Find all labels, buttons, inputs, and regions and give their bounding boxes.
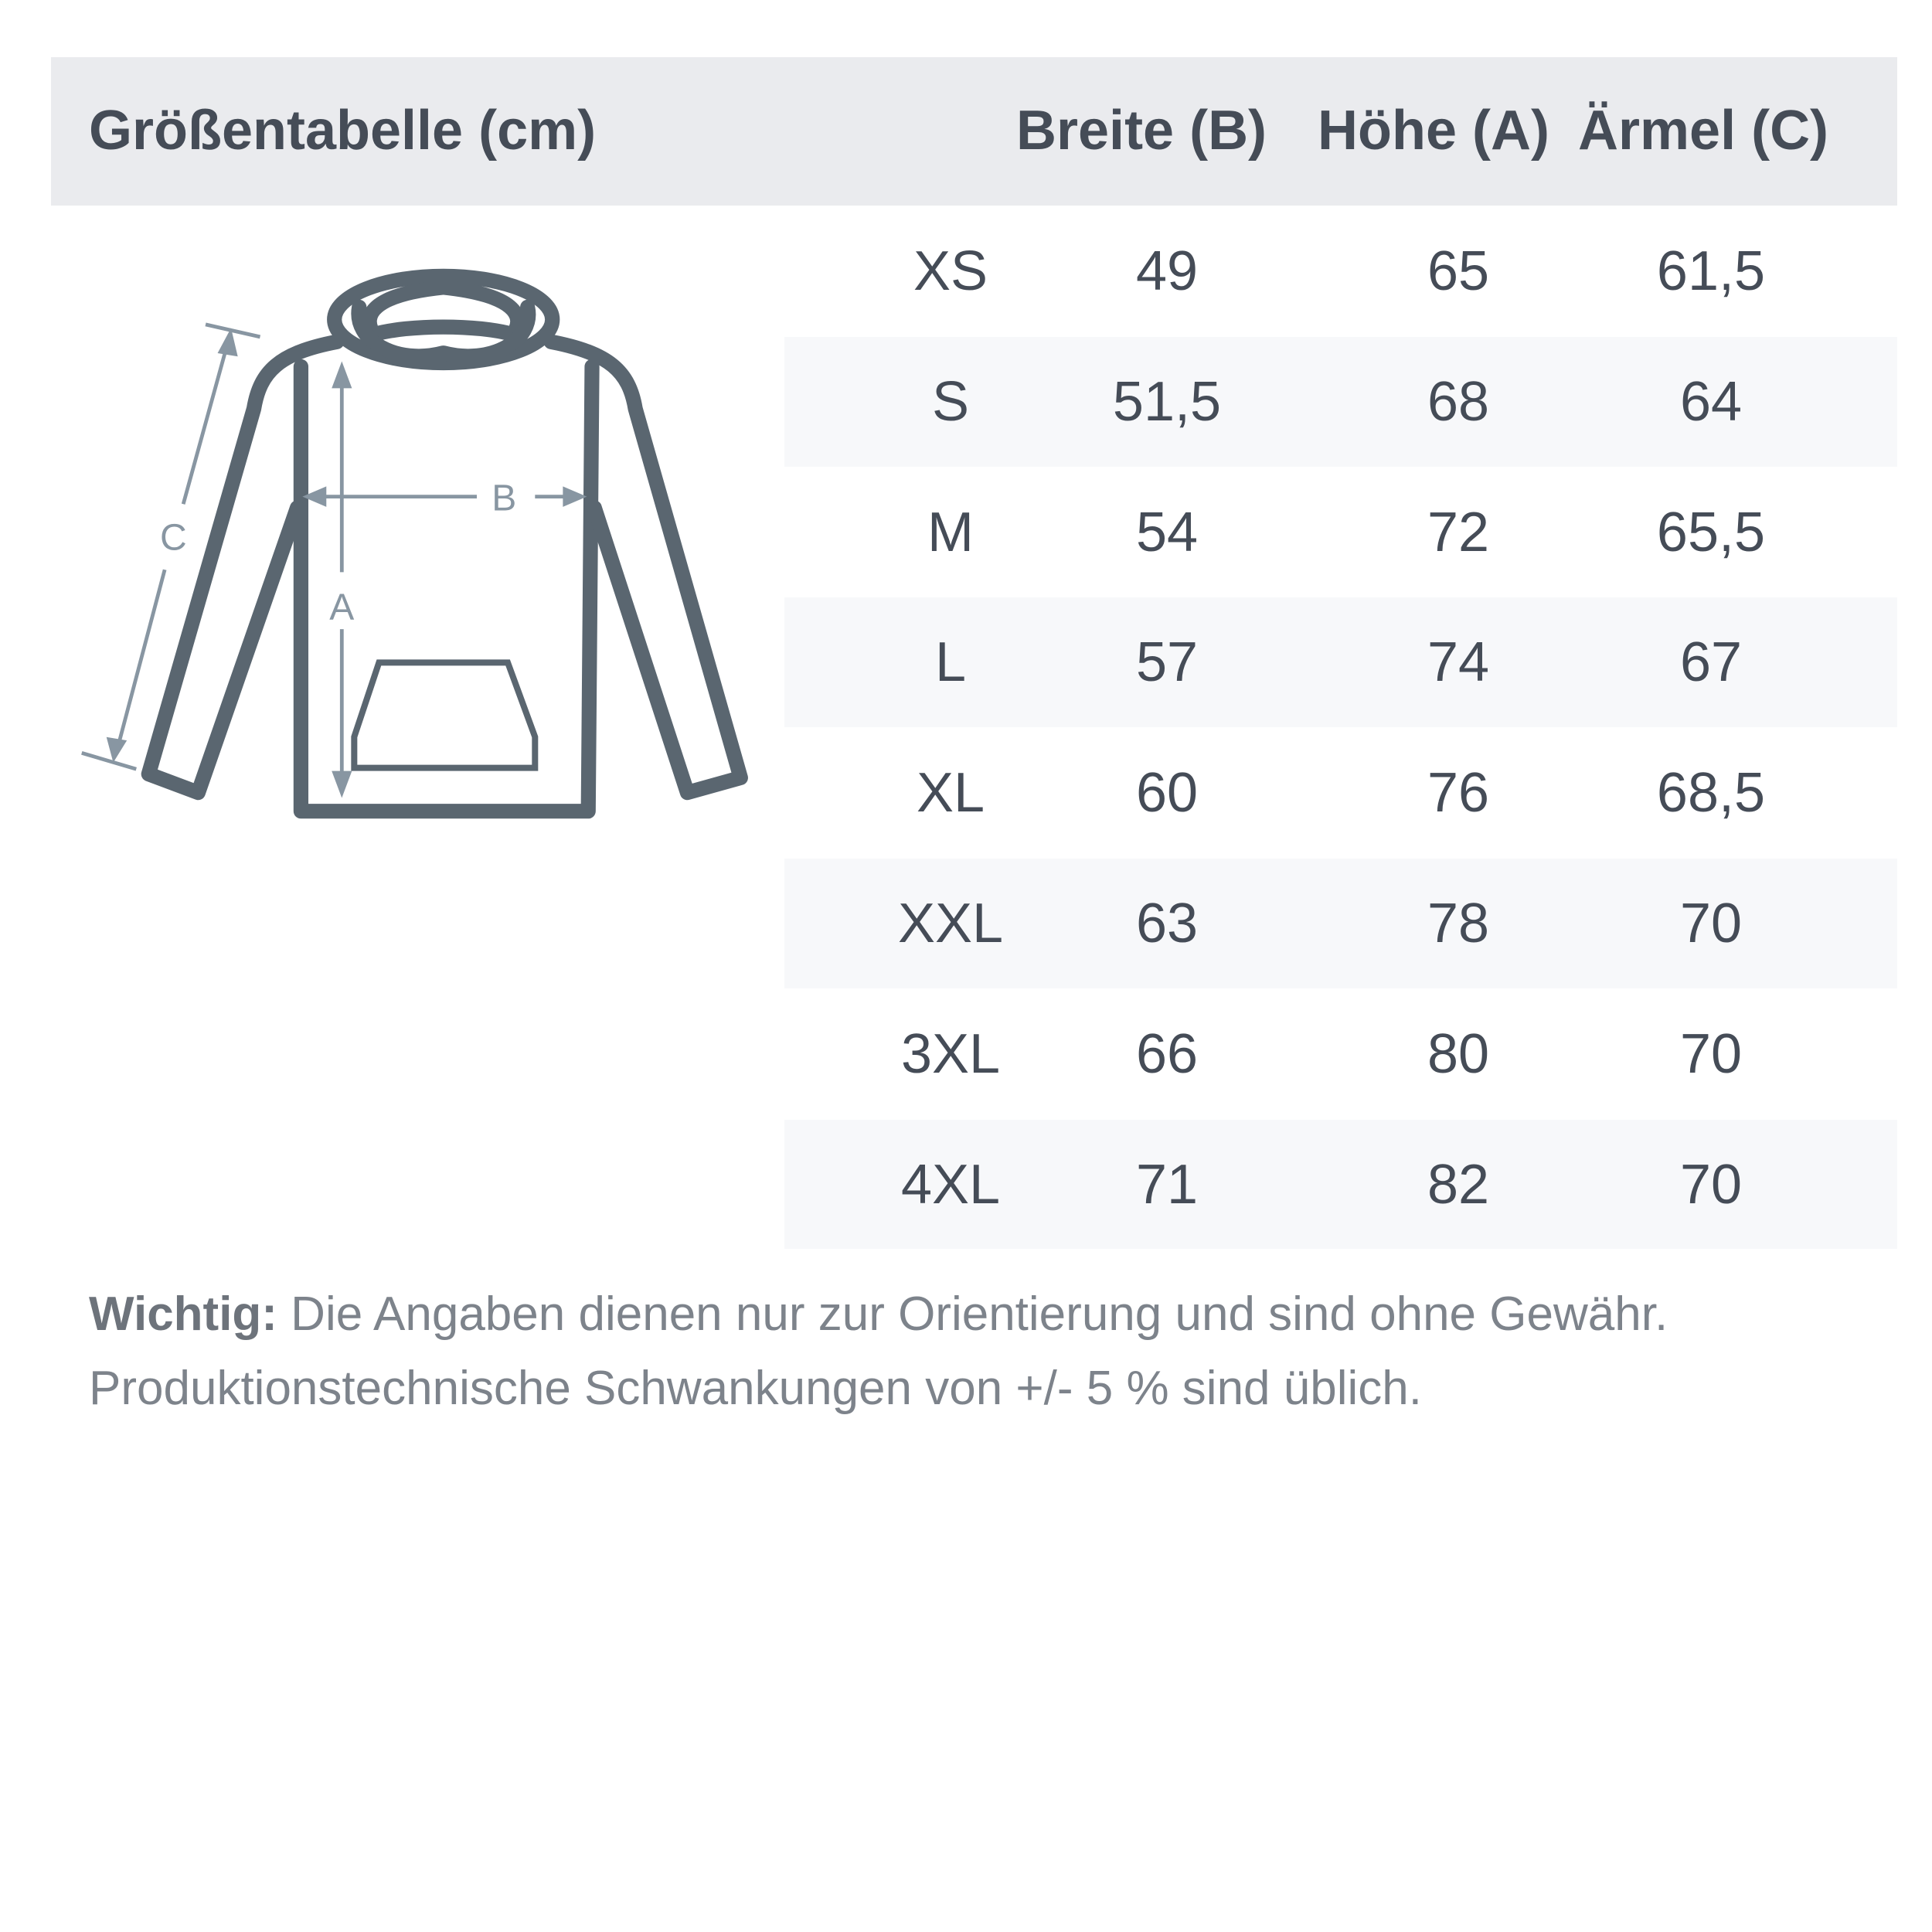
cell-a: 68 bbox=[1427, 371, 1490, 433]
note-line-1: Wichtig: Die Angaben dienen nur zur Orie… bbox=[89, 1287, 1668, 1342]
note-line-2: Produktionstechnische Schwankungen von +… bbox=[89, 1362, 1422, 1415]
cell-c: 68,5 bbox=[1656, 762, 1766, 824]
cell-c: 61,5 bbox=[1656, 240, 1766, 302]
cell-b: 71 bbox=[1135, 1153, 1199, 1216]
measure-arrows bbox=[81, 322, 587, 798]
table-header bbox=[51, 57, 1897, 206]
cell-a: 72 bbox=[1427, 501, 1490, 563]
cell-c: 64 bbox=[1679, 371, 1743, 433]
table-row: XS 49 65 61,5 bbox=[784, 206, 1897, 337]
cell-size: XS bbox=[913, 240, 988, 302]
label-a: A bbox=[329, 586, 354, 628]
table-row: XXL 63 78 70 bbox=[784, 859, 1897, 988]
cell-size: S bbox=[931, 371, 970, 433]
cell-a: 82 bbox=[1427, 1153, 1490, 1216]
cell-size: L bbox=[934, 631, 967, 693]
table-row: L 57 74 67 bbox=[784, 597, 1897, 727]
cell-size: 3XL bbox=[900, 1023, 1001, 1085]
cell-c: 67 bbox=[1679, 631, 1743, 693]
table-row: S 51,5 68 64 bbox=[784, 337, 1897, 467]
column-header-width: Breite (B) bbox=[1016, 100, 1267, 162]
note-label: Wichtig: bbox=[89, 1287, 277, 1341]
cell-b: 57 bbox=[1135, 631, 1199, 693]
cell-c: 70 bbox=[1679, 893, 1743, 954]
cell-b: 49 bbox=[1135, 240, 1199, 302]
page-title: Größentabelle (cm) bbox=[89, 100, 597, 162]
cell-size: 4XL bbox=[900, 1153, 1001, 1216]
cell-b: 51,5 bbox=[1112, 371, 1222, 433]
cell-size: XL bbox=[916, 762, 985, 824]
cell-a: 76 bbox=[1427, 762, 1490, 824]
cell-c: 70 bbox=[1679, 1153, 1743, 1216]
cell-b: 54 bbox=[1135, 501, 1199, 563]
cell-b: 63 bbox=[1135, 893, 1199, 954]
label-b: B bbox=[492, 477, 516, 519]
table-row: M 54 72 65,5 bbox=[784, 467, 1897, 597]
note-text: Die Angaben dienen nur zur Orientierung … bbox=[277, 1287, 1668, 1341]
label-c: C bbox=[160, 517, 187, 559]
pocket-outline bbox=[351, 659, 539, 771]
cell-size: M bbox=[927, 501, 974, 563]
cell-c: 70 bbox=[1679, 1023, 1743, 1085]
cell-c: 65,5 bbox=[1656, 501, 1766, 563]
column-header-height: Höhe (A) bbox=[1318, 100, 1549, 162]
table-row: XL 60 76 68,5 bbox=[784, 727, 1897, 859]
table-row: 4XL 71 82 70 bbox=[784, 1120, 1897, 1249]
cell-b: 66 bbox=[1135, 1023, 1199, 1085]
column-header-sleeve: Ärmel (C) bbox=[1578, 100, 1829, 162]
cell-b: 60 bbox=[1135, 762, 1199, 824]
cell-a: 65 bbox=[1427, 240, 1490, 302]
cell-a: 80 bbox=[1427, 1023, 1490, 1085]
hoodie-outline bbox=[141, 268, 748, 819]
cell-size: XXL bbox=[897, 893, 1004, 954]
cell-a: 74 bbox=[1427, 631, 1490, 693]
table-row: 3XL 66 80 70 bbox=[784, 988, 1897, 1120]
cell-a: 78 bbox=[1427, 893, 1490, 954]
